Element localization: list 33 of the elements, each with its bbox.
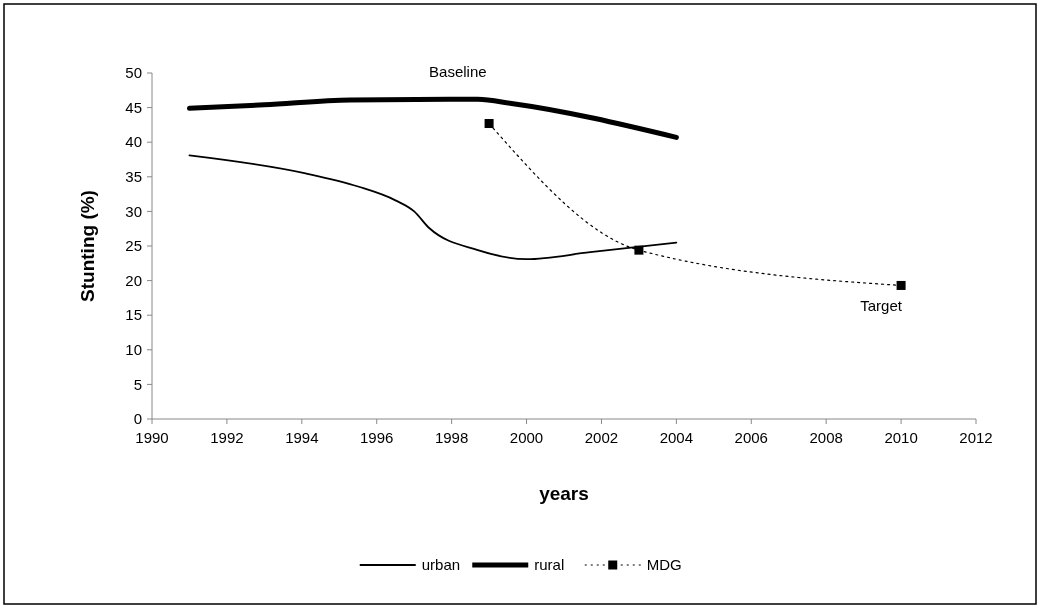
y-tick-label: 20 [125,271,142,289]
y-tick-label: 5 [133,375,142,393]
x-tick-label: 1990 [135,429,169,446]
x-tick-label: 1992 [210,429,244,446]
point [634,245,644,255]
y-tick-label: 15 [125,306,142,324]
x-tick-label: 2004 [659,429,694,446]
y-tick-label: 50 [125,64,142,82]
y-tick-label: 45 [125,98,142,116]
legend-label: rural [534,556,565,574]
annotation: Target [860,297,903,315]
x-tick-label: 2012 [959,429,993,446]
y-tick-label: 0 [133,410,142,428]
x-tick-label: 1996 [360,429,394,446]
x-tick-label: 1998 [434,429,469,446]
x-tick-label: 2008 [809,429,843,446]
y-tick-label: 35 [125,168,142,186]
point [896,280,906,290]
annotation: Baseline [429,63,487,81]
x-tick-label: 1994 [285,429,319,446]
x-tick-label: 2006 [734,429,768,446]
y-tick-label: 40 [125,133,142,151]
y-axis-title: Stunting (%) [77,190,98,302]
y-tick-label: 25 [125,237,142,255]
legend-label: urban [421,556,461,574]
legend-label: MDG [646,556,682,574]
x-tick-label: 2002 [584,429,619,446]
point [484,119,494,129]
y-tick-label: 30 [125,202,142,220]
x-tick-label: 2010 [884,429,918,446]
x-axis-title: years [539,483,589,504]
x-tick-label: 2000 [509,429,544,446]
y-tick-label: 10 [125,341,142,359]
